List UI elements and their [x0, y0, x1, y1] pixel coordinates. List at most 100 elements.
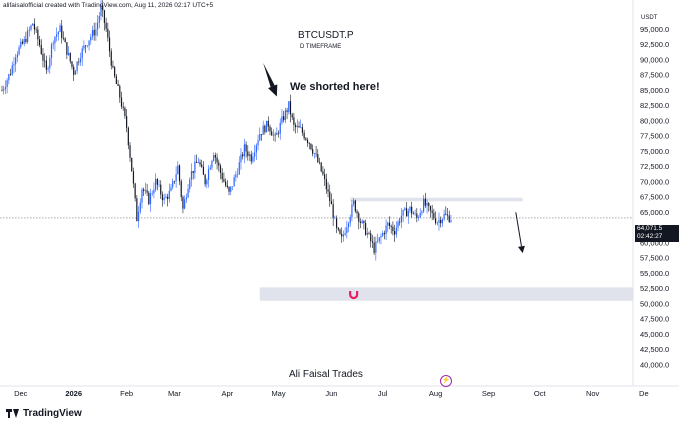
candle-down	[318, 161, 321, 163]
candle-up	[8, 74, 10, 81]
candle-up	[281, 116, 283, 123]
candle-up	[296, 126, 298, 128]
candle-down	[66, 42, 68, 55]
candle-up	[144, 190, 146, 192]
candle-down	[303, 132, 305, 139]
candle-down	[399, 221, 401, 223]
y-tick-label: 90,000.0	[640, 55, 669, 64]
candle-up	[165, 196, 167, 198]
candle-up	[18, 47, 20, 55]
candle-up	[16, 54, 18, 58]
candle-up	[6, 80, 8, 88]
candle-up	[100, 5, 102, 16]
resistance-zone[interactable]	[350, 197, 523, 202]
candle-up	[13, 64, 15, 66]
down-projection-arrow[interactable]	[515, 212, 525, 254]
candle-down	[105, 22, 107, 29]
candle-down	[445, 213, 447, 215]
candle-down	[295, 124, 297, 128]
candle-up	[74, 71, 77, 75]
candle-up	[347, 223, 350, 228]
tradingview-brand[interactable]: TradingView	[6, 408, 82, 419]
candle-up	[395, 227, 397, 235]
candle-down	[182, 196, 184, 209]
candle-down	[44, 60, 46, 62]
candle-down	[214, 155, 216, 158]
candle-down	[223, 179, 225, 182]
candle-down	[305, 138, 307, 140]
candle-down	[216, 157, 218, 163]
candle-up	[387, 222, 389, 226]
candle-up	[15, 57, 17, 65]
y-tick-label: 57,500.0	[640, 254, 669, 263]
candle-up	[197, 162, 199, 163]
candle-up	[90, 36, 92, 41]
candle-up	[240, 154, 242, 163]
candle-down	[178, 165, 181, 182]
candle-down	[40, 45, 42, 55]
candle-up	[376, 241, 379, 242]
candle-up	[139, 202, 141, 212]
y-tick-label: 42,500.0	[640, 345, 669, 354]
x-tick-label: May	[271, 389, 285, 398]
tradingview-logo-icon	[6, 409, 20, 418]
short-arrow[interactable]	[263, 62, 278, 97]
candle-up	[189, 179, 191, 189]
y-tick-label: 72,500.0	[640, 162, 669, 171]
currency-label[interactable]: USDT	[641, 15, 658, 21]
candle-up	[95, 29, 97, 36]
y-tick-label: 47,500.0	[640, 315, 669, 324]
candle-down	[320, 162, 322, 172]
candle-down	[260, 134, 263, 135]
candle-down	[73, 66, 75, 75]
x-tick-label: 2026	[65, 389, 82, 398]
candle-down	[310, 143, 312, 150]
y-tick-label: 75,000.0	[640, 147, 669, 156]
candle-up	[3, 89, 5, 91]
candle-up	[349, 217, 351, 224]
candle-up	[206, 180, 208, 185]
y-tick-label: 95,000.0	[640, 25, 669, 34]
current-price-value: 64,071.5	[637, 225, 663, 232]
timeframe-label: D TIMEFRAME	[300, 44, 342, 50]
candle-down	[431, 210, 433, 213]
candle-up	[235, 174, 237, 178]
x-tick-label: De	[639, 389, 649, 398]
candle-up	[361, 220, 363, 223]
candle-up	[233, 177, 235, 187]
candle-down	[221, 173, 223, 180]
candle-down	[286, 110, 288, 112]
x-tick-label: Feb	[120, 389, 133, 398]
candle-down	[85, 45, 87, 47]
candle-down	[434, 218, 437, 224]
candle-down	[330, 201, 333, 205]
y-tick-label: 50,000.0	[640, 299, 669, 308]
candle-up	[230, 186, 232, 192]
candle-down	[161, 194, 164, 201]
candle-up	[96, 22, 99, 30]
candle-down	[115, 76, 117, 84]
candle-down	[228, 187, 230, 192]
target-zone[interactable]	[259, 287, 634, 301]
candle-up	[54, 36, 56, 44]
candle-up	[382, 232, 384, 236]
magnet-icon[interactable]	[349, 291, 359, 300]
candle-down	[166, 196, 169, 200]
candle-up	[83, 45, 85, 49]
candle-down	[329, 191, 331, 202]
candle-down	[267, 120, 269, 127]
candle-down	[64, 38, 66, 43]
candle-down	[315, 153, 317, 155]
x-tick-label: Mar	[168, 389, 181, 398]
candle-down	[69, 52, 71, 62]
candle-up	[137, 211, 140, 222]
chart-title: BTCUSDT.P	[298, 30, 354, 41]
candle-up	[57, 31, 59, 35]
candle-up	[313, 153, 315, 155]
candle-up	[79, 58, 82, 63]
candle-down	[218, 162, 220, 166]
candle-down	[108, 37, 111, 52]
lightning-icon[interactable]: ⚡	[440, 375, 452, 387]
candle-up	[149, 193, 152, 205]
